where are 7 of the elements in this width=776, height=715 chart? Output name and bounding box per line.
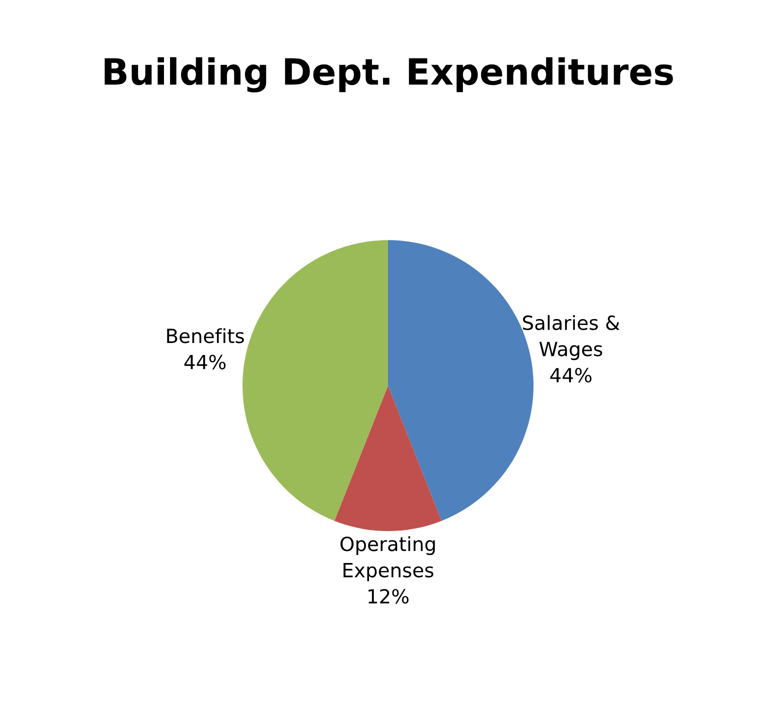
slice-label: Operating Expenses <box>340 536 435 582</box>
data-label: 44% <box>184 354 226 370</box>
slice-label: Benefits <box>167 328 244 344</box>
chart-title: Building Dept. Expenditures <box>104 57 673 92</box>
data-label: 12% <box>368 588 409 604</box>
slice-label: Salaries & Wages <box>523 315 620 360</box>
data-label: 44% <box>550 368 592 383</box>
